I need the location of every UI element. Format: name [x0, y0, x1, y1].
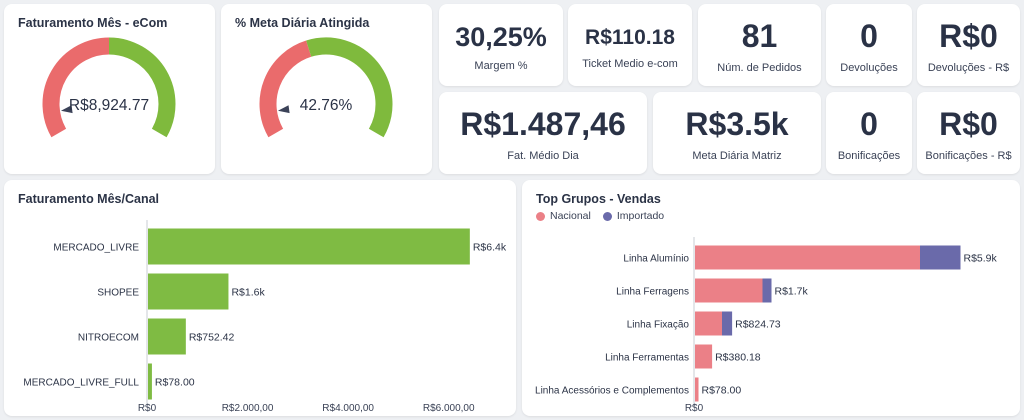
bar-segment-nacional — [695, 245, 920, 270]
bar-segment-nacional — [695, 278, 763, 303]
gauge-card-meta: % Meta Diária Atingida 42.76% — [221, 4, 432, 174]
bar-segment-importado — [920, 245, 961, 270]
gauge-remainder-arc — [306, 37, 393, 138]
bar-segment-importado — [722, 311, 733, 336]
legend-dot — [602, 211, 612, 221]
x-tick-label: R$6.000,00 — [423, 403, 475, 414]
gauge-title: Faturamento Mês - eCom — [18, 16, 168, 30]
groups-chart-card: Top Grupos - Vendas Nacional Importado L… — [522, 180, 1020, 416]
x-tick-label: R$2.000,00 — [222, 403, 274, 414]
kpi-card-devolucoes: 0 Devoluções — [826, 4, 912, 86]
x-tick-label: R$0 — [685, 403, 704, 414]
bar-segment-nacional — [695, 377, 699, 402]
gauge-marker-icon — [277, 105, 290, 114]
chart-legend: Nacional Importado — [536, 210, 676, 222]
gauge-card-faturamento: Faturamento Mês - eCom R$8,924.77 — [4, 4, 215, 174]
gauge-marker-icon — [60, 105, 73, 114]
category-label: Linha Alumínio — [623, 254, 689, 265]
kpi-label: Bonificações — [837, 150, 901, 162]
kpi-value: 0 — [860, 18, 878, 54]
bar — [148, 273, 229, 310]
channel-bar-chart: MERCADO_LIVRE R$6.4k SHOPEE R$1.6k NITROECOM… — [23, 220, 507, 414]
groups-stacked-bar-chart: Linha Alumínio R$5.9k Linha Ferragens R$1.7… — [535, 237, 998, 414]
kpi-label: Meta Diária Matriz — [692, 150, 782, 162]
kpi-label: Núm. de Pedidos — [717, 62, 802, 74]
legend-item-nacional[interactable]: Nacional — [536, 210, 591, 222]
gauge-progress-arc — [42, 37, 110, 138]
category-label: Linha Ferramentas — [605, 353, 689, 364]
gauge-progress-arc — [259, 40, 312, 138]
category-label: Linha Ferragens — [616, 287, 689, 298]
legend-item-importado[interactable]: Importado — [602, 210, 665, 222]
legend-dot — [536, 211, 545, 221]
category-label: MERCADO_LIVRE — [53, 243, 139, 254]
kpi-label: Margem % — [474, 60, 528, 72]
category-label: SHOPEE — [97, 288, 139, 299]
kpi-label: Devoluções — [840, 62, 898, 74]
kpi-label: Bonificações - R$ — [925, 150, 1012, 162]
gauge-remainder-arc — [108, 37, 176, 138]
kpi-value: 30,25% — [455, 22, 547, 52]
data-label: R$1.6k — [231, 287, 265, 299]
data-label: R$824.73 — [735, 319, 781, 331]
kpi-value: 81 — [741, 18, 778, 54]
data-label: R$5.9k — [964, 253, 998, 265]
kpi-value: R$110.18 — [585, 26, 675, 49]
x-tick-label: R$0 — [138, 403, 157, 414]
data-label: R$78.00 — [155, 377, 195, 389]
kpi-value: R$0 — [939, 18, 998, 54]
category-label: NITROECOM — [78, 333, 139, 344]
gauge-value: 42.76% — [300, 97, 353, 114]
data-label: R$6.4k — [473, 242, 507, 254]
kpi-label: Fat. Médio Dia — [507, 150, 579, 162]
kpi-card-bonificacoes-rs: R$0 Bonificações - R$ — [917, 92, 1020, 174]
kpi-card-bonificacoes: 0 Bonificações — [826, 92, 912, 174]
bar — [148, 228, 470, 265]
bar-segment-importado — [762, 278, 772, 303]
bar — [148, 318, 186, 355]
gauge-chart: R$8,924.77 — [42, 37, 176, 138]
kpi-label: Devoluções - R$ — [927, 62, 1010, 74]
data-label: R$1.7k — [775, 286, 809, 298]
kpi-value: R$3.5k — [685, 106, 789, 142]
gauge-chart: 42.76% — [259, 37, 393, 138]
legend-label: Nacional — [550, 210, 591, 222]
bar-segment-nacional — [695, 311, 722, 336]
kpi-card-fat-medio: R$1.487,46 Fat. Médio Dia — [439, 92, 647, 174]
kpi-value: 0 — [860, 106, 878, 142]
category-label: Linha Fixação — [627, 320, 690, 331]
x-tick-label: R$4.000,00 — [322, 403, 374, 414]
bar-segment-nacional — [695, 344, 713, 369]
kpi-card-margem: 30,25% Margem % — [439, 4, 563, 86]
kpi-value: R$1.487,46 — [460, 106, 626, 142]
data-label: R$78.00 — [702, 385, 742, 397]
channel-chart-card: Faturamento Mês/Canal MERCADO_LIVRE R$6.4… — [4, 180, 516, 416]
legend-label: Importado — [616, 210, 665, 222]
data-label: R$380.18 — [715, 352, 761, 364]
kpi-value: R$0 — [939, 106, 998, 142]
gauge-value: R$8,924.77 — [69, 97, 149, 114]
kpi-card-pedidos: 81 Núm. de Pedidos — [698, 4, 821, 86]
category-label: Linha Acessórios e Complementos — [535, 386, 689, 397]
chart-title: Top Grupos - Vendas — [536, 192, 661, 206]
kpi-card-devolucoes-rs: R$0 Devoluções - R$ — [917, 4, 1020, 86]
category-label: MERCADO_LIVRE_FULL — [23, 378, 139, 389]
kpi-label: Ticket Medio e-com — [582, 58, 678, 70]
kpi-card-ticket: R$110.18 Ticket Medio e-com — [568, 4, 692, 86]
bar — [148, 363, 152, 400]
gauge-title: % Meta Diária Atingida — [235, 16, 370, 30]
kpi-card-meta-diaria: R$3.5k Meta Diária Matriz — [653, 92, 821, 174]
data-label: R$752.42 — [189, 332, 235, 344]
chart-title: Faturamento Mês/Canal — [18, 192, 160, 206]
